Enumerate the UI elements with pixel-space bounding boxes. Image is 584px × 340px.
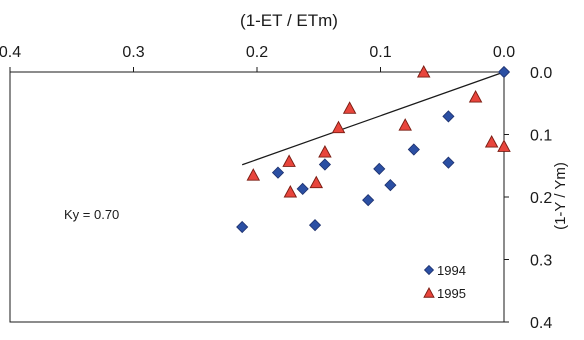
x-axis-ticks: 0.4 0.3 0.2 0.1 0.0 [0,44,515,72]
data-point-1994 [362,194,375,207]
y-tick-label: 0.0 [530,65,552,82]
x-tick-label: 0.1 [369,44,391,61]
data-point-1994 [442,110,455,123]
data-point-1994 [296,182,309,195]
data-point-1995 [484,135,499,148]
data-point-1995 [318,145,332,158]
legend-label-1994: 1994 [437,263,466,278]
data-point-1995 [283,185,298,198]
trendline [241,71,505,166]
y-tick-label: 0.3 [530,253,552,270]
legend: 1994 1995 [423,263,466,301]
x-tick-label: 0.2 [246,44,268,61]
x-axis-label: (1-ET / ETm) [240,11,338,30]
data-point-1995 [282,154,296,167]
data-point-1995 [331,120,346,134]
x-tick-label: 0.4 [0,44,21,61]
legend-label-1995: 1995 [437,286,466,301]
data-point-1994 [442,156,455,169]
data-point-1995 [398,118,412,131]
plot-frame [9,71,505,323]
data-point-1995 [416,65,431,78]
y-tick-label: 0.4 [530,315,552,332]
data-point-1994 [407,143,420,156]
data-point-1994 [384,179,397,192]
data-point-1994 [318,158,331,171]
data-point-1995 [342,101,357,114]
trendline-group [241,71,505,166]
data-point-1994 [497,65,511,79]
data-point-1995 [309,175,324,189]
ky-annotation: Ky = 0.70 [64,207,119,222]
data-point-1994 [373,162,386,175]
legend-marker-1994 [423,264,435,276]
data-point-1994 [236,220,249,234]
data-point-1995 [497,139,511,152]
data-point-1994 [308,219,322,232]
y-tick-label: 0.2 [530,190,552,207]
y-axis-label: (1-Y / Ym) [552,162,569,230]
data-point-1995 [468,90,483,103]
legend-marker-1995 [423,287,435,298]
x-tick-label: 0.0 [493,44,515,61]
y-axis-ticks: 0.0 0.1 0.2 0.3 0.4 [504,65,552,332]
data-points [236,65,511,234]
data-point-1994 [271,166,285,179]
data-point-1995 [246,168,261,181]
y-tick-label: 0.1 [530,128,552,145]
x-tick-label: 0.3 [122,44,144,61]
